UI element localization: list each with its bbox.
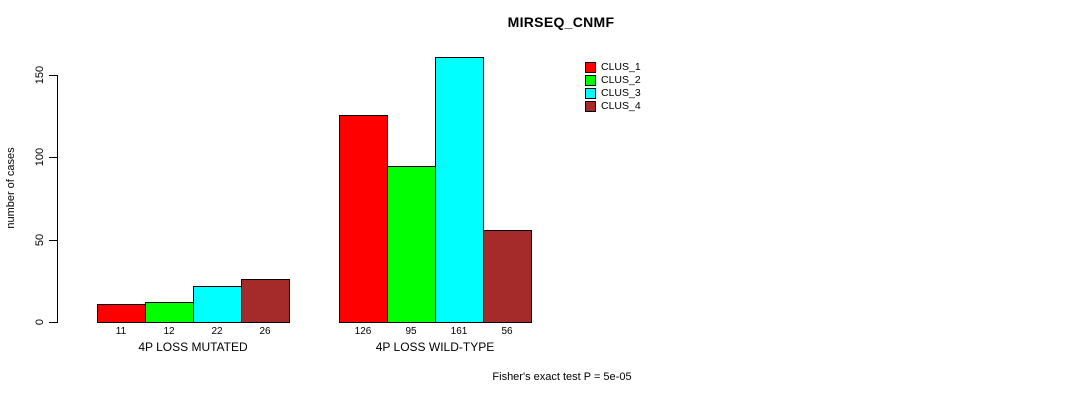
- bar-value-label: 12: [163, 326, 175, 337]
- bar-clus_1-group1: [97, 304, 146, 323]
- bar-clus_4-group1: [241, 279, 290, 323]
- x-category-label: 4P LOSS WILD-TYPE: [375, 340, 495, 354]
- y-axis-label: number of cases: [5, 147, 17, 229]
- bar-clus_4-group2: [483, 230, 532, 323]
- legend: CLUS_1 CLUS_2 CLUS_3 CLUS_4: [585, 62, 641, 114]
- y-tick-label: 150: [34, 65, 46, 85]
- bar-clus_3-group1: [193, 286, 242, 323]
- y-tick-label: 0: [34, 318, 46, 326]
- bar-clus_2-group1: [145, 302, 194, 323]
- bar-value-label: 95: [405, 326, 417, 337]
- legend-swatch: [585, 62, 596, 73]
- legend-swatch: [585, 88, 596, 99]
- chart-title: MIRSEQ_CNMF: [507, 14, 615, 30]
- legend-row: CLUS_4: [585, 101, 641, 112]
- y-tick-label: 100: [34, 147, 46, 167]
- bar-clus_2-group2: [387, 166, 436, 323]
- legend-label: CLUS_3: [601, 87, 641, 99]
- fisher-test-annotation: Fisher's exact test P = 5e-05: [492, 371, 632, 383]
- legend-label: CLUS_2: [601, 74, 641, 86]
- bar-value-label: 22: [211, 326, 223, 337]
- bar-clus_3-group2: [435, 57, 484, 323]
- legend-swatch: [585, 101, 596, 112]
- x-category-label: 4P LOSS MUTATED: [138, 340, 248, 354]
- y-tick-label: 50: [34, 233, 46, 247]
- bar-clus_1-group2: [339, 115, 388, 323]
- y-tick-mark: [49, 240, 57, 241]
- bar-value-label: 126: [354, 326, 372, 337]
- bar-value-label: 26: [259, 326, 271, 337]
- legend-row: CLUS_1: [585, 62, 641, 73]
- legend-label: CLUS_4: [601, 100, 641, 112]
- legend-label: CLUS_1: [601, 61, 641, 73]
- bar-value-label: 11: [115, 326, 127, 337]
- bar-value-label: 56: [501, 326, 513, 337]
- legend-row: CLUS_3: [585, 88, 641, 99]
- y-tick-mark: [49, 75, 57, 76]
- legend-swatch: [585, 75, 596, 86]
- legend-row: CLUS_2: [585, 75, 641, 86]
- y-tick-mark: [49, 322, 57, 323]
- y-tick-mark: [49, 157, 57, 158]
- bar-value-label: 161: [450, 326, 468, 337]
- y-axis-line: [57, 75, 58, 323]
